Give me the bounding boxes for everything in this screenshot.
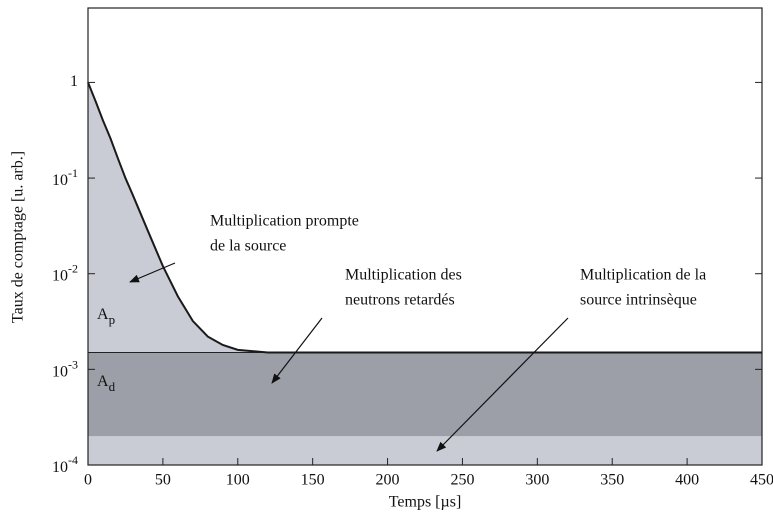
x-tick-label: 450 bbox=[750, 472, 773, 489]
y-tick-label: 10-4 bbox=[52, 453, 78, 476]
y-axis-label: Taux de comptage [u. arb.] bbox=[10, 151, 27, 323]
annotation-text: Multiplication de la bbox=[580, 267, 706, 284]
annotation-text: Multiplication prompte bbox=[210, 213, 359, 230]
x-tick-label: 300 bbox=[525, 472, 549, 489]
annotation-text: Multiplication des bbox=[345, 267, 462, 284]
region-label-main: A bbox=[97, 373, 109, 390]
x-axis-label: Temps [µs] bbox=[389, 494, 462, 511]
delayed-band bbox=[88, 352, 762, 437]
y-tick-base: 10 bbox=[52, 267, 68, 284]
region-label-main: A bbox=[97, 306, 109, 323]
region-label-sub: d bbox=[109, 379, 116, 394]
y-tick-base: 10 bbox=[52, 459, 68, 476]
annotation-text: de la source bbox=[210, 238, 286, 255]
annotation-arrow bbox=[436, 317, 569, 452]
y-tick-label: 1 bbox=[70, 73, 78, 90]
x-tick-label: 150 bbox=[301, 472, 325, 489]
prompt-area bbox=[88, 82, 762, 353]
y-tick-exponent: -1 bbox=[68, 166, 78, 180]
annotation-text: neutrons retardés bbox=[345, 292, 455, 309]
y-tick-base: 10 bbox=[52, 363, 68, 380]
y-tick-base: 10 bbox=[52, 172, 68, 189]
y-tick-exponent: -3 bbox=[68, 357, 78, 371]
x-tick-label: 0 bbox=[84, 472, 92, 489]
decay-curve bbox=[87, 82, 762, 354]
annotation-text: source intrinsèque bbox=[580, 292, 697, 309]
x-tick-label: 100 bbox=[226, 472, 250, 489]
region-label-sub: p bbox=[109, 312, 116, 327]
intrinsic-band bbox=[88, 436, 762, 465]
region-label: Ad bbox=[97, 373, 116, 394]
x-tick-label: 200 bbox=[376, 472, 400, 489]
y-tick-exponent: -2 bbox=[68, 261, 78, 275]
y-tick-label: 10-2 bbox=[52, 261, 78, 284]
y-tick-exponent: -4 bbox=[68, 453, 78, 467]
plot-frame bbox=[87, 7, 763, 466]
x-tick-label: 350 bbox=[600, 472, 624, 489]
x-tick-label: 50 bbox=[155, 472, 171, 489]
y-tick-label: 10-1 bbox=[52, 166, 78, 189]
region-label: Ap bbox=[97, 306, 115, 327]
annotation-arrow bbox=[129, 262, 176, 283]
x-tick-label: 250 bbox=[450, 472, 474, 489]
annotation-arrow bbox=[271, 317, 323, 384]
y-tick-label: 10-3 bbox=[52, 357, 78, 380]
x-tick-label: 400 bbox=[675, 472, 699, 489]
